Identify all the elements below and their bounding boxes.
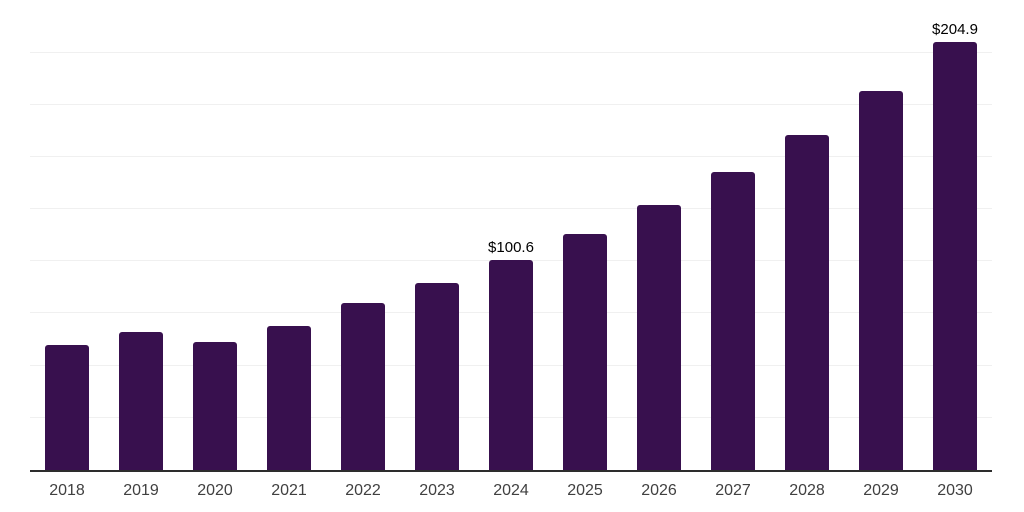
bar-2024: $100.6 <box>488 239 534 470</box>
bar-column-2027 <box>696 0 770 470</box>
gridline-125 <box>30 208 992 210</box>
gridline-200 <box>30 51 992 53</box>
bar-column-2024: $100.6 <box>474 0 548 470</box>
bar-value-label-2030: $204.9 <box>932 21 978 39</box>
bar-column-2019 <box>104 0 178 470</box>
x-tick-label-2023: 2023 <box>419 482 455 499</box>
x-tick-label-2028: 2028 <box>789 482 825 499</box>
bar-2018 <box>45 345 89 470</box>
x-tick-label-2026: 2026 <box>641 482 677 499</box>
bar-2026 <box>637 205 681 470</box>
x-tick-label-2021: 2021 <box>271 482 307 499</box>
x-tick-label-2020: 2020 <box>197 482 233 499</box>
x-tick-label-2030: 2030 <box>937 482 973 499</box>
bar-value-label-2024: $100.6 <box>488 239 534 257</box>
bar-2020 <box>193 342 237 470</box>
bar-column-2023 <box>400 0 474 470</box>
gridline-150 <box>30 155 992 157</box>
bar-column-2020 <box>178 0 252 470</box>
gridline-175 <box>30 103 992 105</box>
bar-column-2030: $204.9 <box>918 0 992 470</box>
x-tick-label-2018: 2018 <box>49 482 85 499</box>
x-tick-label-2027: 2027 <box>715 482 751 499</box>
bar-column-2018 <box>30 0 104 470</box>
bar-2021 <box>267 325 311 470</box>
x-tick-label-2019: 2019 <box>123 482 159 499</box>
bar-column-2022 <box>326 0 400 470</box>
bar-2030: $204.9 <box>932 21 978 470</box>
bar-column-2026 <box>622 0 696 470</box>
x-tick-label-2022: 2022 <box>345 482 381 499</box>
bar-column-2025 <box>548 0 622 470</box>
bar-column-2028 <box>770 0 844 470</box>
bar-column-2021 <box>252 0 326 470</box>
bar-2022 <box>341 302 385 470</box>
x-axis-tick-labels: 2018 2019 2020 2021 2022 2023 2024 2025 2026 2027… <box>30 481 992 501</box>
bar-2025 <box>563 233 607 470</box>
x-axis-line <box>30 470 992 472</box>
bar-2023 <box>415 282 459 470</box>
plot-area: $100.6 $204.9 <box>30 0 992 472</box>
x-tick-label-2025: 2025 <box>567 482 603 499</box>
bar-2028 <box>785 135 829 470</box>
bar-2029 <box>859 91 903 470</box>
x-tick-label-2024: 2024 <box>493 482 529 499</box>
bar-2027 <box>711 171 755 470</box>
bar-2019 <box>119 332 163 470</box>
x-tick-label-2029: 2029 <box>863 482 899 499</box>
bar-column-2029 <box>844 0 918 470</box>
